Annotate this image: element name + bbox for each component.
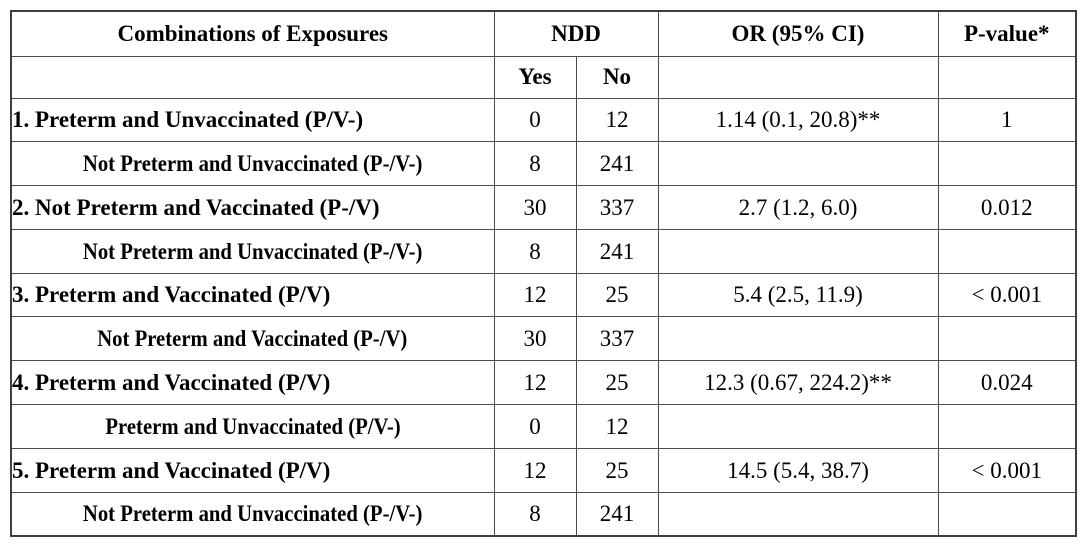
table-row: 3. Preterm and Vaccinated (P/V) 12 25 5.… (10, 272, 1077, 318)
p-value-cell: < 0.001 (937, 447, 1077, 493)
exposure-odds-table-container: Combinations of Exposures NDD OR (95% CI… (10, 10, 1077, 537)
ndd-no-cell: 241 (575, 491, 659, 537)
header-row-1: Combinations of Exposures NDD OR (95% CI… (10, 10, 1077, 57)
ndd-no-cell: 25 (575, 360, 659, 406)
ndd-yes-cell: 8 (493, 228, 577, 274)
ndd-no-cell: 241 (575, 228, 659, 274)
or-ci-cell (657, 316, 939, 362)
exposure-label: Preterm and Unvaccinated (P/V-) (105, 413, 401, 439)
or-ci-cell: 12.3 (0.67, 224.2)** (657, 360, 939, 406)
ndd-no-cell: 241 (575, 141, 659, 187)
header-ndd-no: No (575, 55, 659, 99)
ndd-yes-cell: 8 (493, 491, 577, 537)
exposure-label: Not Preterm and Unvaccinated (P-/V-) (82, 501, 423, 527)
exposure-label: 2. Not Preterm and Vaccinated (P-/V) (12, 194, 380, 220)
p-value-cell (937, 228, 1077, 274)
table-row: Not Preterm and Vaccinated (P-/V) 30 337 (10, 316, 1077, 362)
p-value-cell: 0.024 (937, 360, 1077, 406)
or-ci-cell (657, 404, 939, 449)
exposure-label: 1. Preterm and Unvaccinated (P/V-) (12, 107, 364, 133)
table-row: 2. Not Preterm and Vaccinated (P-/V) 30 … (10, 185, 1077, 230)
ndd-no-cell: 12 (575, 404, 659, 449)
ndd-no-cell: 337 (575, 185, 659, 230)
or-ci-cell (657, 141, 939, 187)
table-row: Preterm and Unvaccinated (P/V-) 0 12 (10, 404, 1077, 449)
ndd-yes-cell: 12 (493, 447, 577, 493)
or-ci-cell: 14.5 (5.4, 38.7) (657, 447, 939, 493)
or-ci-cell: 1.14 (0.1, 20.8)** (657, 97, 939, 143)
exposure-label: 5. Preterm and Vaccinated (P/V) (12, 457, 331, 483)
ndd-yes-cell: 8 (493, 141, 577, 187)
table-row: Not Preterm and Unvaccinated (P-/V-) 8 2… (10, 141, 1077, 187)
ndd-yes-cell: 0 (493, 97, 577, 143)
table-row: Not Preterm and Unvaccinated (P-/V-) 8 2… (10, 228, 1077, 274)
table-row: 4. Preterm and Vaccinated (P/V) 12 25 12… (10, 360, 1077, 406)
exposure-cell: 3. Preterm and Vaccinated (P/V) (10, 272, 495, 318)
header-p-value-spacer (937, 55, 1077, 99)
exposure-odds-table: Combinations of Exposures NDD OR (95% CI… (10, 10, 1077, 537)
p-value-cell (937, 316, 1077, 362)
p-value-cell: 0.012 (937, 185, 1077, 230)
p-value-cell: 1 (937, 97, 1077, 143)
ndd-yes-cell: 12 (493, 360, 577, 406)
ndd-yes-cell: 0 (493, 404, 577, 449)
header-exposures-spacer (10, 55, 495, 99)
exposure-label: Not Preterm and Unvaccinated (P-/V-) (82, 238, 423, 264)
exposure-cell: Preterm and Unvaccinated (P/V-) (10, 404, 495, 449)
exposure-cell: 5. Preterm and Vaccinated (P/V) (10, 447, 495, 493)
ndd-no-cell: 25 (575, 447, 659, 493)
ndd-no-cell: 12 (575, 97, 659, 143)
or-ci-cell (657, 228, 939, 274)
ndd-no-cell: 337 (575, 316, 659, 362)
p-value-cell: < 0.001 (937, 272, 1077, 318)
header-or-ci-spacer (657, 55, 939, 99)
exposure-label: Not Preterm and Vaccinated (P-/V) (97, 326, 408, 352)
header-p-value: P-value* (937, 10, 1077, 57)
exposure-cell: Not Preterm and Unvaccinated (P-/V-) (10, 491, 495, 537)
header-ndd-yes: Yes (493, 55, 577, 99)
table-row: 5. Preterm and Vaccinated (P/V) 12 25 14… (10, 447, 1077, 493)
or-ci-cell: 2.7 (1.2, 6.0) (657, 185, 939, 230)
exposure-cell: 1. Preterm and Unvaccinated (P/V-) (10, 97, 495, 143)
header-ndd: NDD (493, 10, 659, 57)
exposure-cell: Not Preterm and Unvaccinated (P-/V-) (10, 228, 495, 274)
ndd-yes-cell: 30 (493, 185, 577, 230)
p-value-cell (937, 141, 1077, 187)
header-row-2: Yes No (10, 55, 1077, 99)
p-value-cell (937, 404, 1077, 449)
table-row: Not Preterm and Unvaccinated (P-/V-) 8 2… (10, 491, 1077, 537)
or-ci-cell (657, 491, 939, 537)
header-exposures: Combinations of Exposures (10, 10, 495, 57)
exposure-cell: Not Preterm and Vaccinated (P-/V) (10, 316, 495, 362)
ndd-yes-cell: 12 (493, 272, 577, 318)
ndd-yes-cell: 30 (493, 316, 577, 362)
exposure-cell: Not Preterm and Unvaccinated (P-/V-) (10, 141, 495, 187)
ndd-no-cell: 25 (575, 272, 659, 318)
exposure-cell: 2. Not Preterm and Vaccinated (P-/V) (10, 185, 495, 230)
p-value-cell (937, 491, 1077, 537)
table-row: 1. Preterm and Unvaccinated (P/V-) 0 12 … (10, 97, 1077, 143)
or-ci-cell: 5.4 (2.5, 11.9) (657, 272, 939, 318)
exposure-label: Not Preterm and Unvaccinated (P-/V-) (82, 151, 423, 177)
exposure-label: 4. Preterm and Vaccinated (P/V) (12, 370, 331, 396)
header-or-ci: OR (95% CI) (657, 10, 939, 57)
exposure-label: 3. Preterm and Vaccinated (P/V) (12, 282, 331, 308)
exposure-cell: 4. Preterm and Vaccinated (P/V) (10, 360, 495, 406)
